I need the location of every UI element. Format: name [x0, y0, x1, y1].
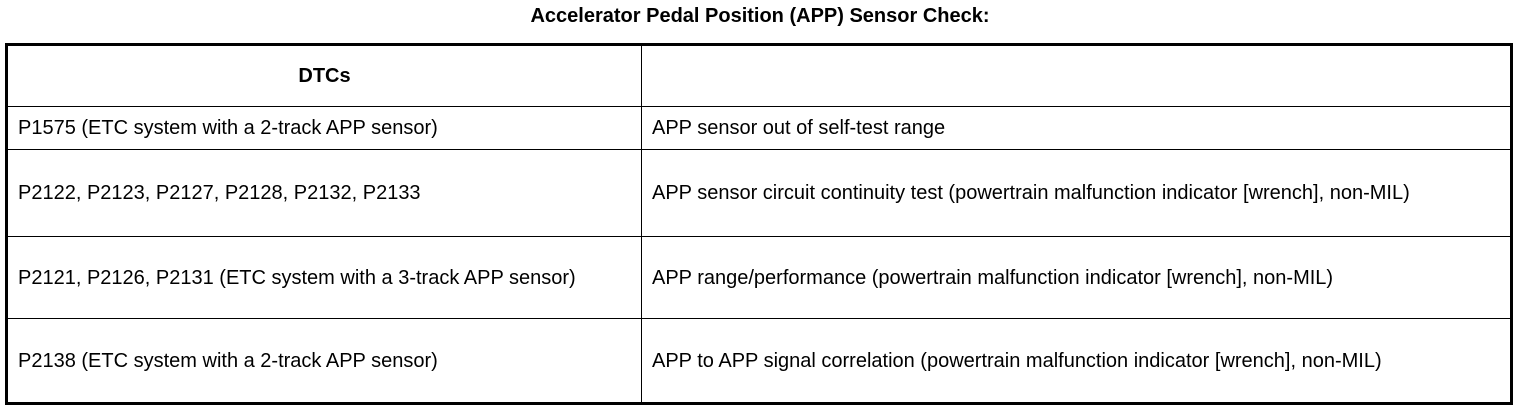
header-description	[641, 44, 1512, 107]
dtc-cell: P2122, P2123, P2127, P2128, P2132, P2133	[6, 149, 642, 237]
description-cell: APP sensor circuit continuity test (powe…	[641, 149, 1512, 237]
table-row: P1575 (ETC system with a 2-track APP sen…	[6, 106, 1512, 150]
header-dtcs: DTCs	[6, 44, 642, 107]
dtc-cell: P2121, P2126, P2131 (ETC system with a 3…	[6, 236, 642, 319]
table-row: P2122, P2123, P2127, P2128, P2132, P2133…	[6, 149, 1512, 237]
dtc-table: DTCs P1575 (ETC system with a 2-track AP…	[5, 43, 1513, 405]
table-header-row: DTCs	[6, 44, 1512, 107]
description-cell: APP range/performance (powertrain malfun…	[641, 236, 1512, 319]
table-row: P2138 (ETC system with a 2-track APP sen…	[6, 318, 1512, 404]
dtc-cell: P1575 (ETC system with a 2-track APP sen…	[6, 106, 642, 150]
description-cell: APP sensor out of self-test range	[641, 106, 1512, 150]
dtc-cell: P2138 (ETC system with a 2-track APP sen…	[6, 318, 642, 404]
page-title: Accelerator Pedal Position (APP) Sensor …	[530, 5, 990, 27]
table-row: P2121, P2126, P2131 (ETC system with a 3…	[6, 236, 1512, 319]
description-cell: APP to APP signal correlation (powertrai…	[641, 318, 1512, 404]
